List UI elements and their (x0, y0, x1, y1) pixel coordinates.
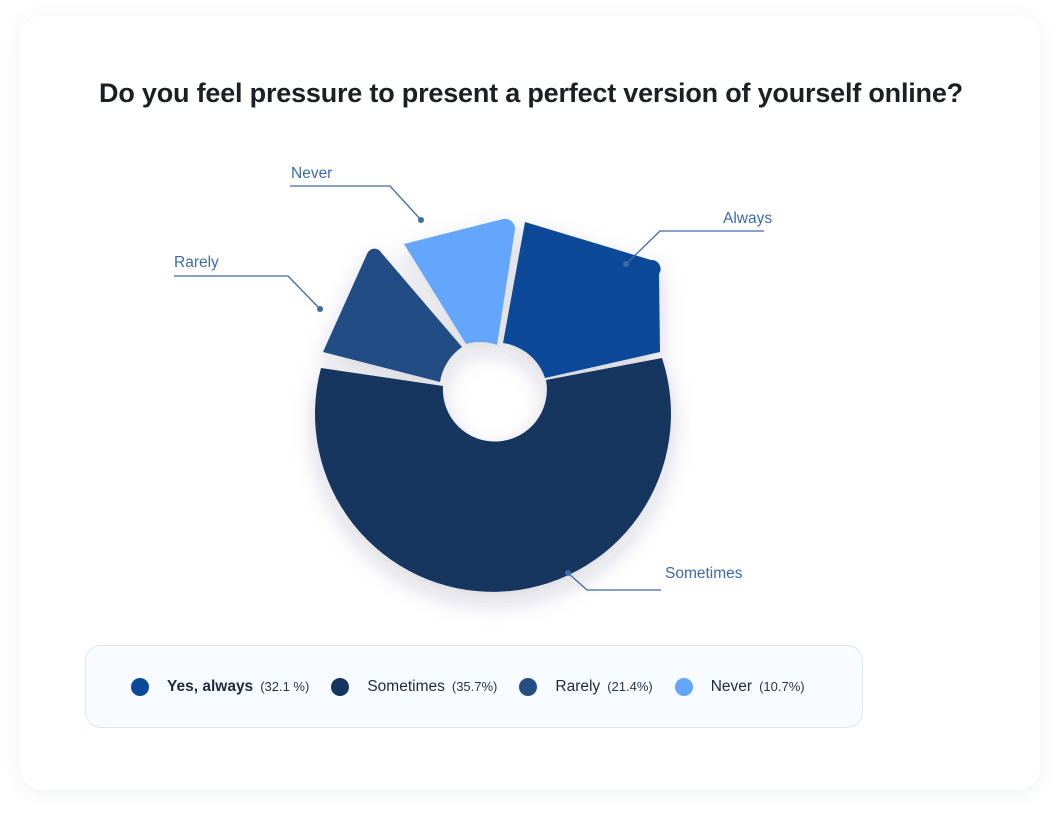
legend-item-never[interactable]: Never (10.7%) (674, 677, 805, 696)
legend-dot-rarely (519, 677, 538, 696)
legend-dot-always (131, 677, 149, 696)
legend-pct-rarely: (21.4%) (607, 679, 653, 694)
callout-sometimes: Sometimes (565, 565, 743, 591)
legend-label-always: Yes, always (167, 677, 254, 695)
callout-always: Always (623, 210, 772, 267)
legend-label-rarely: Rarely (555, 677, 601, 695)
callout-label-sometimes: Sometimes (665, 565, 743, 582)
callout-rarely: Rarely (174, 254, 323, 312)
slice-always[interactable] (503, 222, 661, 378)
legend-pct-never: (10.7%) (759, 679, 805, 694)
chart-title: Do you feel pressure to present a perfec… (99, 78, 963, 108)
legend-dot-never (674, 677, 693, 696)
callout-label-rarely: Rarely (174, 254, 219, 271)
legend-pct-always: (32.1 %) (260, 679, 310, 694)
callout-never: Never (290, 165, 424, 223)
legend-item-sometimes[interactable]: Sometimes (35.7%) (331, 677, 498, 696)
slice-never[interactable] (404, 218, 516, 345)
legend-label-sometimes: Sometimes (367, 677, 445, 695)
slice-rarely[interactable] (323, 248, 462, 382)
callout-label-never: Never (291, 165, 332, 182)
legend-item-rarely[interactable]: Rarely (21.4%) (519, 677, 653, 696)
legend-item-always[interactable]: Yes, always (32.1 %) (131, 677, 310, 696)
legend-pct-sometimes: (35.7%) (451, 679, 498, 694)
slice-sometimes[interactable] (314, 358, 671, 592)
legend-label-never: Never (710, 677, 753, 695)
legend-dot-sometimes (331, 677, 350, 696)
slices-group (314, 218, 671, 592)
callout-label-always: Always (723, 210, 772, 227)
legend: Yes, always (32.1 %) Sometimes (35.7%) R… (85, 645, 863, 728)
